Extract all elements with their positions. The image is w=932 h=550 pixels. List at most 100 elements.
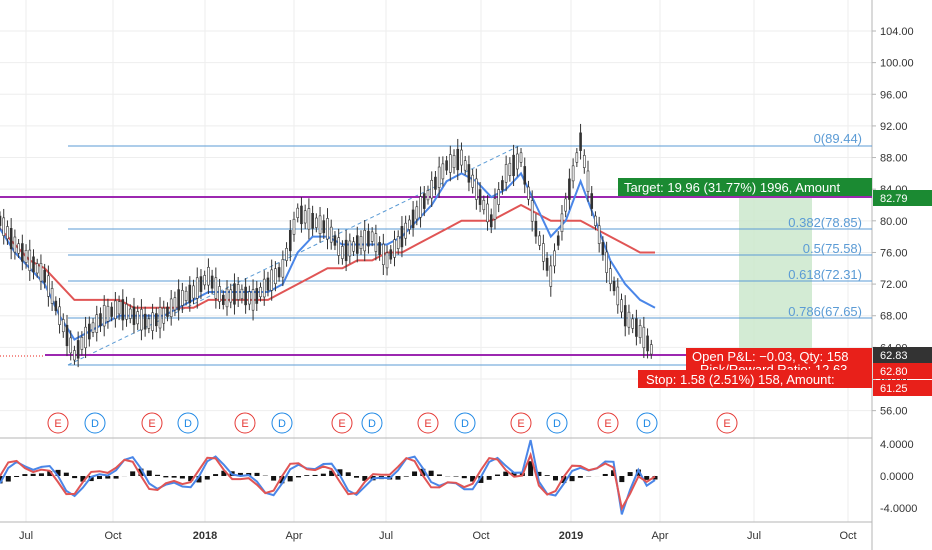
candle-body: [560, 213, 564, 232]
svg-text:D: D: [461, 418, 469, 430]
svg-text:Target: 19.96 (31.77%) 1996, A: Target: 19.96 (31.77%) 1996, Amount: [624, 180, 840, 195]
candle-body: [359, 236, 363, 249]
candle-body: [620, 299, 623, 313]
time-tick-label: Apr: [285, 530, 302, 542]
histogram-bar: [22, 474, 28, 476]
earnings-marker[interactable]: E: [141, 412, 163, 434]
candle-body: [296, 207, 300, 218]
candle-body: [635, 318, 638, 337]
histogram-bar: [478, 476, 484, 483]
price-tick-label: 68.00: [880, 311, 908, 323]
candle-body: [136, 311, 139, 325]
earnings-marker[interactable]: E: [716, 412, 738, 434]
candle-body: [88, 323, 91, 340]
dividend-marker[interactable]: D: [546, 412, 568, 434]
candle-body: [95, 314, 99, 333]
earnings-marker[interactable]: E: [234, 412, 256, 434]
histogram-bar: [72, 476, 78, 479]
candle-body: [192, 285, 195, 299]
earnings-marker[interactable]: E: [417, 412, 439, 434]
time-tick-label: Apr: [651, 530, 668, 542]
earnings-marker[interactable]: E: [47, 412, 69, 434]
candle-body: [173, 297, 177, 311]
time-tick-label: 2018: [193, 530, 217, 542]
candle-body: [571, 165, 575, 182]
candle-body: [229, 289, 233, 303]
target-label[interactable]: Target: 19.96 (31.77%) 1996, Amount: [618, 178, 872, 196]
candle-body: [43, 269, 46, 283]
histogram-bar: [553, 476, 559, 481]
candle-body: [21, 243, 24, 262]
candle-body: [426, 190, 430, 201]
dividend-marker[interactable]: D: [636, 412, 658, 434]
candle-body: [318, 215, 322, 234]
stop-label[interactable]: Stop: 1.58 (2.51%) 158, Amount:: [638, 370, 872, 388]
candle-body: [236, 284, 240, 300]
histogram-bar: [113, 476, 119, 479]
candle-body: [564, 198, 567, 212]
oscillator-axis[interactable]: 4.0000 0.0000 -4.0000: [880, 439, 917, 515]
histogram-bar: [130, 471, 136, 476]
candle-body: [542, 243, 545, 262]
candle-body: [9, 228, 13, 250]
svg-text:D: D: [91, 418, 99, 430]
earnings-marker[interactable]: E: [510, 412, 532, 434]
candle-body: [2, 217, 6, 236]
candle-body: [389, 249, 393, 260]
candle-body: [456, 148, 460, 171]
svg-text:E: E: [517, 418, 524, 430]
candle-body: [344, 239, 348, 262]
fib-label-05: 0.5(75.58): [803, 241, 862, 256]
svg-text:Open P&L: −0.03, Qty: 158: Open P&L: −0.03, Qty: 158: [692, 349, 848, 364]
histogram-bar: [453, 476, 459, 477]
histogram-bar: [577, 476, 583, 478]
dividend-marker[interactable]: D: [84, 412, 106, 434]
candle-body: [61, 319, 65, 333]
price-tick-label: 72.00: [880, 279, 908, 291]
earnings-marker[interactable]: E: [597, 412, 619, 434]
candle-body: [419, 196, 422, 218]
fib-retracement[interactable]: 0(89.44) 0.382(78.85) 0.5(75.58) 0.618(7…: [67, 131, 872, 366]
candle-body: [199, 276, 203, 292]
candle-body: [84, 326, 87, 349]
price-series: [0, 171, 656, 341]
svg-text:61.25: 61.25: [880, 383, 908, 395]
candle-body: [147, 318, 151, 329]
candle-body: [556, 235, 560, 246]
histogram-bar: [30, 473, 36, 476]
candle-body: [221, 294, 225, 305]
candle-body: [482, 199, 486, 211]
candle-body: [638, 325, 642, 338]
candle-body: [411, 209, 415, 229]
candle-body: [91, 322, 95, 333]
candle-body: [449, 154, 452, 173]
dividend-marker[interactable]: D: [271, 412, 293, 434]
histogram-bar: [138, 468, 144, 476]
candle-body: [203, 275, 206, 286]
histogram-bar: [420, 468, 426, 476]
target-zone[interactable]: [739, 196, 812, 354]
candle-body: [169, 298, 173, 318]
earnings-marker[interactable]: E: [331, 412, 353, 434]
histogram-bar: [237, 472, 243, 476]
candle-body: [605, 251, 608, 273]
candle-body: [140, 309, 143, 331]
dividend-marker[interactable]: D: [177, 412, 199, 434]
candle-body: [65, 324, 69, 347]
time-axis[interactable]: Jul Oct 2018 Apr Jul Oct 2019 Apr Jul Oct: [19, 530, 857, 542]
candle-body: [248, 291, 251, 305]
histogram-bar: [163, 476, 169, 478]
time-tick-label: Oct: [104, 530, 121, 542]
candle-body: [274, 268, 277, 284]
histogram-bar: [188, 476, 194, 482]
dividend-marker[interactable]: D: [361, 412, 383, 434]
candle-body: [251, 289, 255, 311]
candle-body: [352, 241, 355, 252]
histogram-bar: [304, 475, 310, 476]
candle-body: [50, 288, 54, 304]
dividend-marker[interactable]: D: [454, 412, 476, 434]
histogram-bar: [279, 476, 285, 484]
candle-body: [385, 252, 389, 269]
